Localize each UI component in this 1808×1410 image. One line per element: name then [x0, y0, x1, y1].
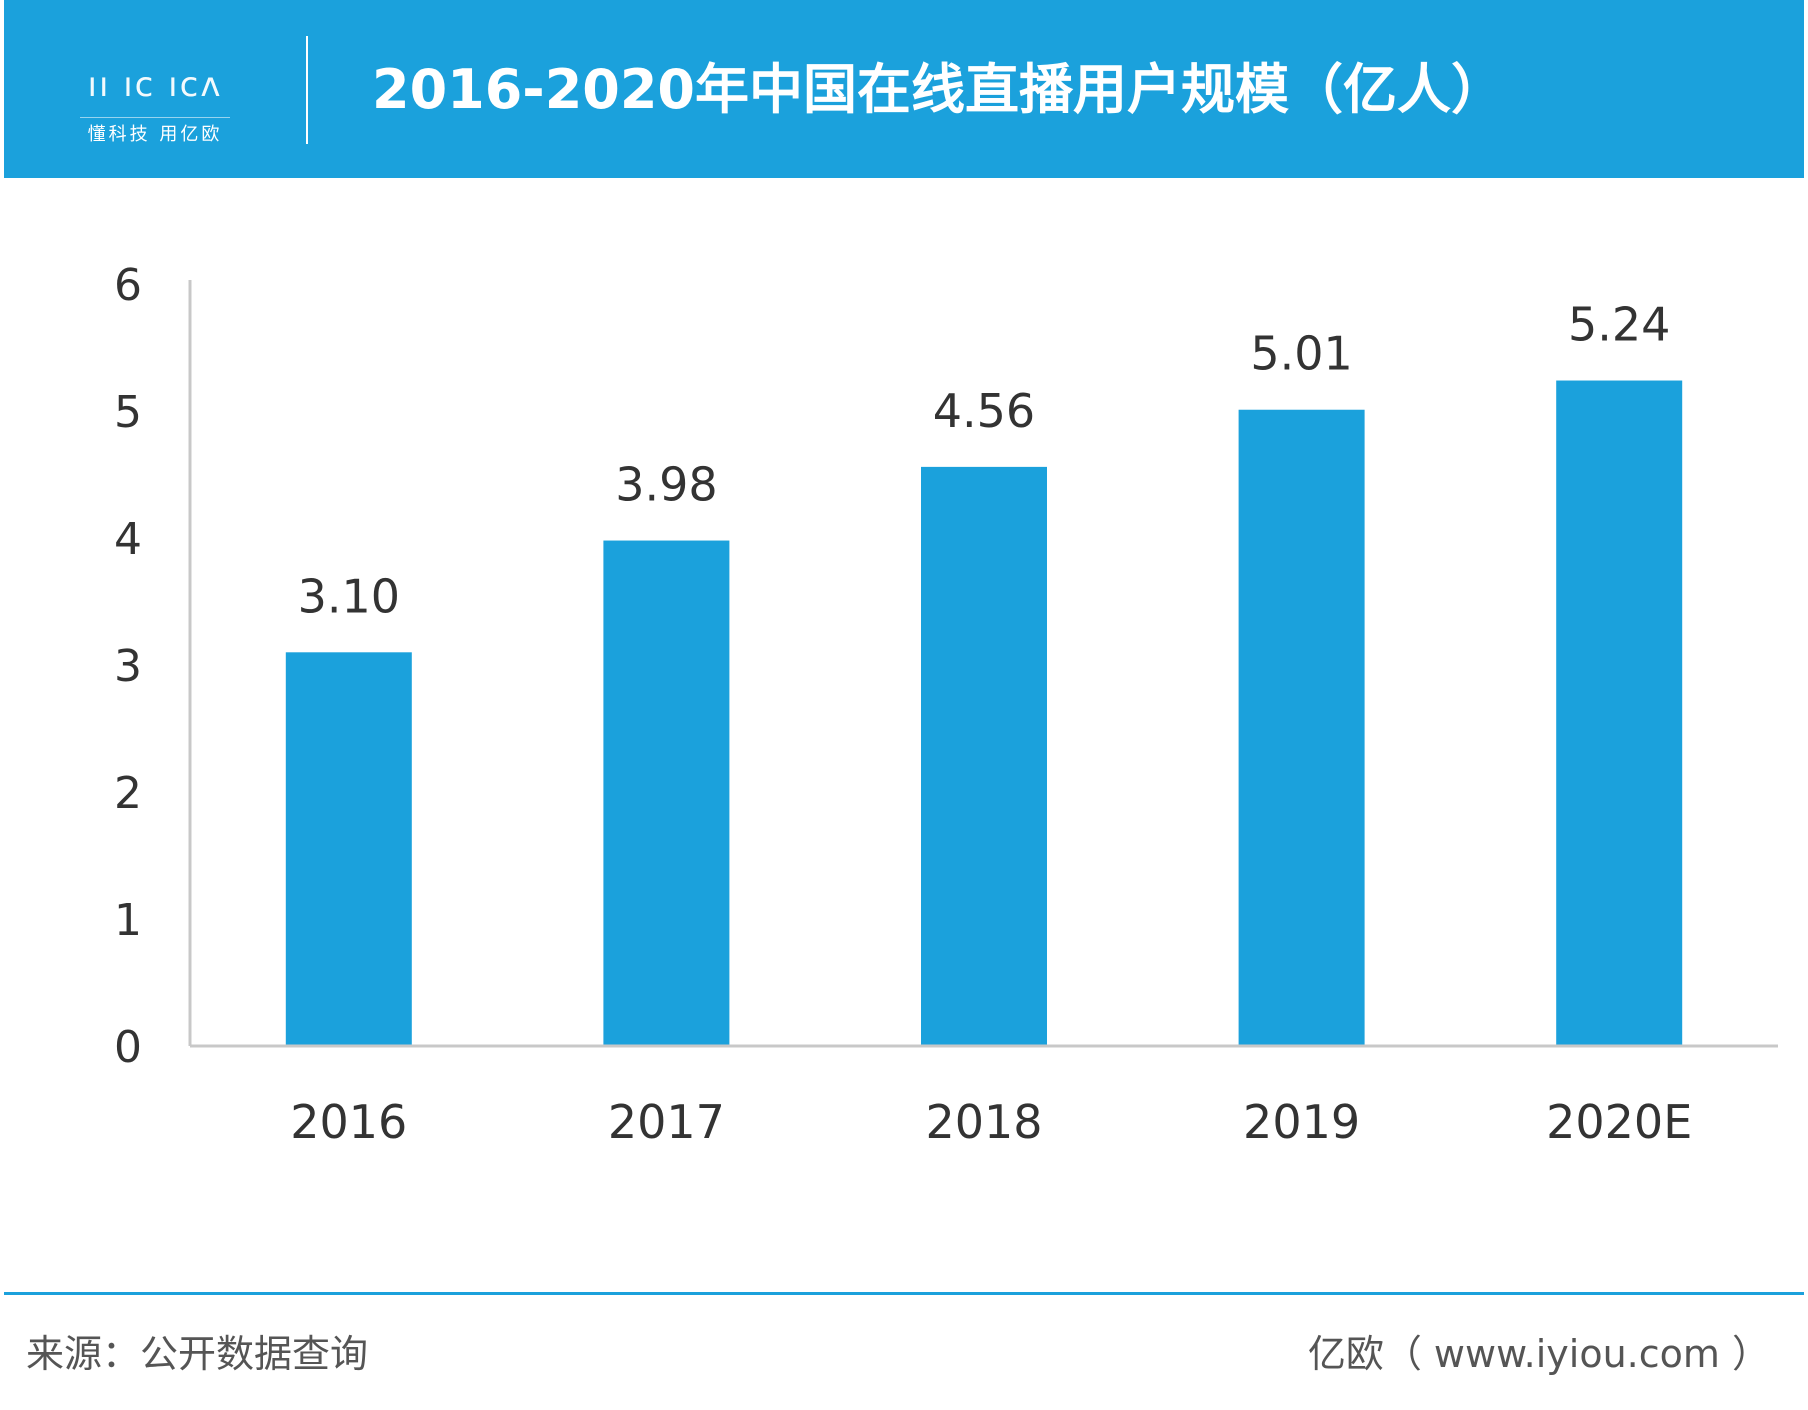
value-label-2020E: 5.24: [1568, 298, 1670, 352]
category-label-2016: 2016: [290, 1095, 407, 1149]
bar-2018: [921, 466, 1047, 1045]
y-tick-label: 0: [114, 1022, 142, 1073]
bar-2020E: [1556, 380, 1683, 1045]
header-divider: [306, 36, 308, 144]
logo-tagline: 懂科技 用亿欧: [87, 124, 223, 145]
value-label-2019: 5.01: [1250, 327, 1352, 381]
source-note: 来源：公开数据查询: [26, 1332, 369, 1376]
header-bar: ıı ıᴄ ıᴄʌ 懂科技 用亿欧 2016-2020年中国在线直播用户规模（亿…: [4, 0, 1804, 178]
value-label-2017: 3.98: [615, 458, 717, 512]
logo-mark: ıı ıᴄ ıᴄʌ: [87, 65, 223, 105]
category-label-2018: 2018: [925, 1095, 1042, 1149]
y-tick-label: 2: [114, 768, 142, 819]
y-tick-label: 4: [114, 514, 142, 565]
y-axis-ticks: 0 1 2 3 4 5 6: [114, 260, 142, 1073]
credit-note: 亿欧（ www.iyiou.com ）: [1307, 1332, 1770, 1376]
value-labels-group: 3.10 3.98 4.56 5.01 5.24: [298, 298, 1671, 624]
category-label-2019: 2019: [1243, 1095, 1360, 1149]
bar-2017: [603, 540, 730, 1045]
brand-logo: ıı ıᴄ ıᴄʌ 懂科技 用亿欧: [70, 56, 240, 156]
y-tick-label: 3: [114, 641, 142, 692]
bar-2019: [1238, 409, 1365, 1045]
bar-2016: [285, 652, 412, 1045]
y-tick-label: 1: [114, 895, 142, 946]
logo-underline: [80, 117, 230, 118]
category-labels-group: 2016 2017 2018 2019 2020E: [290, 1095, 1692, 1149]
footer-divider: [4, 1292, 1804, 1295]
value-label-2018: 4.56: [933, 384, 1035, 438]
category-label-2017: 2017: [608, 1095, 725, 1149]
value-label-2016: 3.10: [298, 569, 400, 623]
bars-group: [285, 380, 1683, 1045]
category-label-2020E: 2020E: [1546, 1095, 1692, 1149]
y-tick-label: 6: [114, 260, 142, 311]
chart-title: 2016-2020年中国在线直播用户规模（亿人）: [372, 58, 1505, 121]
y-tick-label: 5: [114, 387, 142, 438]
